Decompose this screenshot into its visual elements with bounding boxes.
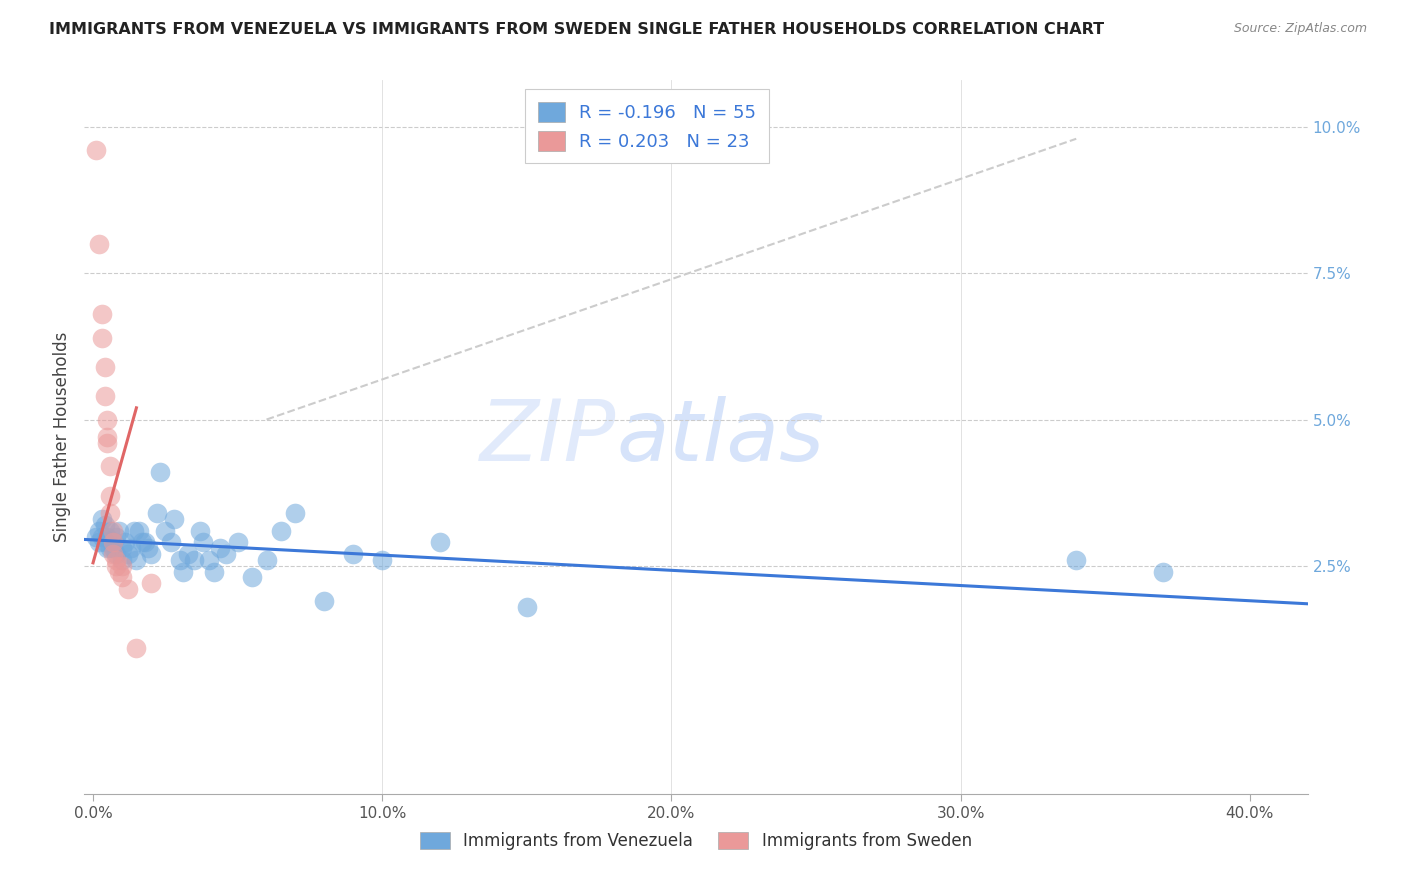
Point	[188, 524, 211, 538]
Point	[226, 535, 249, 549]
Point	[84, 144, 107, 158]
Point	[183, 553, 205, 567]
Point	[108, 524, 131, 538]
Point	[256, 553, 278, 567]
Point	[111, 570, 134, 584]
Point	[163, 512, 186, 526]
Point	[125, 640, 148, 655]
Y-axis label: Single Father Households: Single Father Households	[53, 332, 72, 542]
Point	[160, 535, 183, 549]
Point	[191, 535, 214, 549]
Point	[111, 558, 134, 573]
Point	[96, 541, 118, 556]
Point	[215, 547, 238, 561]
Point	[429, 535, 451, 549]
Point	[96, 436, 118, 450]
Point	[209, 541, 232, 556]
Point	[111, 541, 134, 556]
Point	[148, 465, 170, 479]
Point	[122, 524, 145, 538]
Point	[111, 553, 134, 567]
Point	[96, 412, 118, 426]
Point	[131, 535, 153, 549]
Point	[93, 359, 115, 374]
Point	[100, 489, 122, 503]
Point	[90, 512, 112, 526]
Point	[100, 506, 122, 520]
Point	[516, 599, 538, 614]
Point	[136, 541, 159, 556]
Point	[134, 535, 156, 549]
Point	[105, 558, 128, 573]
Point	[103, 524, 125, 538]
Point	[96, 430, 118, 444]
Point	[100, 459, 122, 474]
Point	[108, 565, 131, 579]
Point	[117, 582, 139, 596]
Point	[284, 506, 307, 520]
Point	[87, 524, 110, 538]
Point	[93, 389, 115, 403]
Point	[177, 547, 200, 561]
Point	[139, 547, 162, 561]
Point	[103, 541, 125, 556]
Point	[139, 576, 162, 591]
Point	[342, 547, 364, 561]
Point	[100, 524, 122, 538]
Point	[314, 594, 336, 608]
Point	[105, 553, 128, 567]
Text: ZIP: ZIP	[481, 395, 616, 479]
Point	[90, 331, 112, 345]
Point	[84, 529, 107, 543]
Text: Source: ZipAtlas.com: Source: ZipAtlas.com	[1233, 22, 1367, 36]
Point	[87, 237, 110, 252]
Point	[105, 547, 128, 561]
Point	[90, 307, 112, 321]
Point	[90, 529, 112, 543]
Text: atlas: atlas	[616, 395, 824, 479]
Point	[125, 553, 148, 567]
Point	[114, 535, 136, 549]
Point	[270, 524, 292, 538]
Point	[172, 565, 194, 579]
Point	[103, 535, 125, 549]
Point	[103, 535, 125, 549]
Point	[120, 541, 142, 556]
Point	[1064, 553, 1087, 567]
Point	[93, 517, 115, 532]
Point	[103, 547, 125, 561]
Point	[155, 524, 177, 538]
Legend: Immigrants from Venezuela, Immigrants from Sweden: Immigrants from Venezuela, Immigrants fr…	[413, 825, 979, 857]
Point	[87, 535, 110, 549]
Point	[128, 524, 150, 538]
Text: IMMIGRANTS FROM VENEZUELA VS IMMIGRANTS FROM SWEDEN SINGLE FATHER HOUSEHOLDS COR: IMMIGRANTS FROM VENEZUELA VS IMMIGRANTS …	[49, 22, 1104, 37]
Point	[197, 553, 219, 567]
Point	[371, 553, 394, 567]
Point	[169, 553, 191, 567]
Point	[117, 547, 139, 561]
Point	[1152, 565, 1174, 579]
Point	[105, 529, 128, 543]
Point	[204, 565, 226, 579]
Point	[93, 535, 115, 549]
Point	[96, 529, 118, 543]
Point	[100, 541, 122, 556]
Point	[145, 506, 167, 520]
Point	[240, 570, 263, 584]
